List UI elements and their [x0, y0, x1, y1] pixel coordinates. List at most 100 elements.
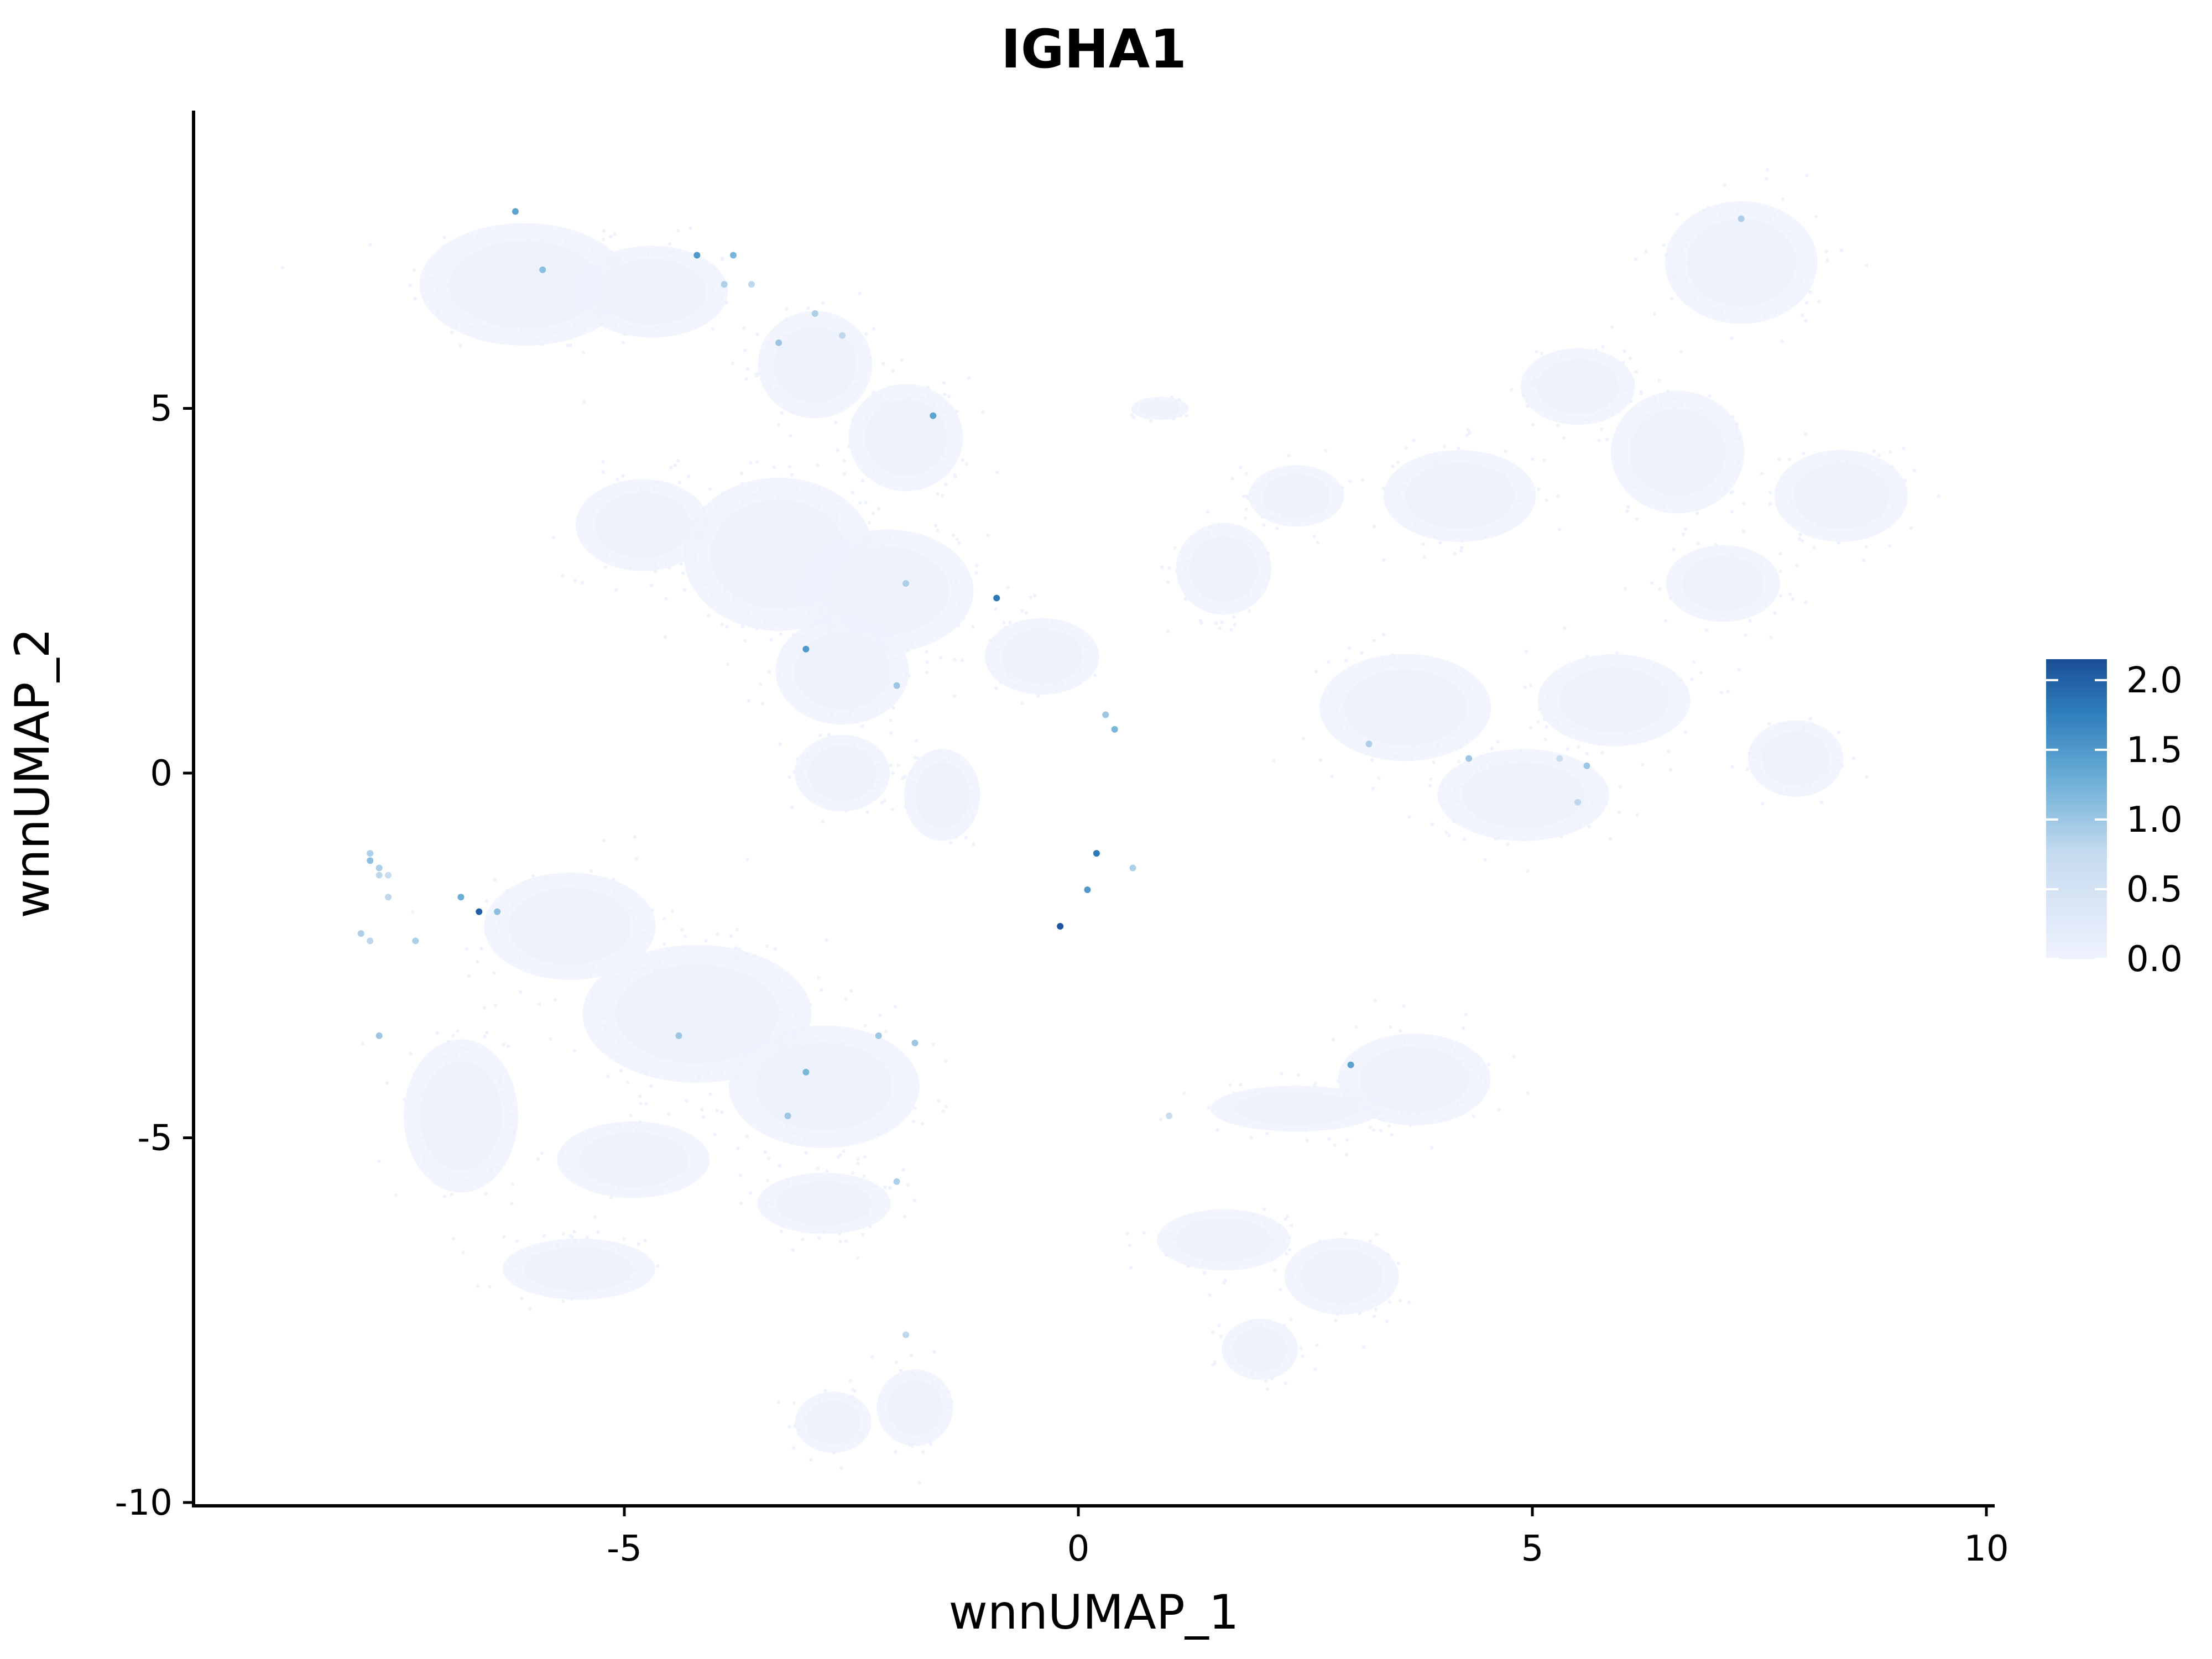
- expressing-cell-point: [1465, 755, 1473, 762]
- expressing-cell-point: [893, 682, 900, 689]
- colorbar-tick-label: 0.0: [2126, 939, 2183, 980]
- expressing-cell-point: [1347, 1061, 1354, 1068]
- expressing-cell-point: [1583, 762, 1590, 769]
- background-cluster: [1207, 448, 1386, 545]
- background-cluster: [1360, 428, 1562, 562]
- expressing-cell-point: [375, 872, 383, 879]
- expressing-cell-point: [1057, 922, 1064, 930]
- background-cluster: [1159, 1072, 1412, 1157]
- expressing-cell-point: [1738, 215, 1745, 222]
- x-axis-label: wnnUMAP_1: [949, 1585, 1239, 1640]
- background-cluster: [1130, 395, 1189, 423]
- expressing-cell-point: [1084, 886, 1091, 894]
- colorbar-legend: 0.0 0.5 1.0 1.5 2.0: [2046, 659, 2183, 980]
- expressing-cell-point: [1111, 726, 1118, 733]
- background-cluster: [1125, 1207, 1325, 1297]
- background-cluster: [1160, 510, 1279, 633]
- background-cluster: [836, 358, 999, 528]
- background-cluster: [1272, 633, 1543, 791]
- expressing-cell-point: [385, 894, 392, 901]
- background-cluster: [280, 223, 693, 348]
- expressing-cell-point: [748, 281, 755, 288]
- expressing-cell-point: [1556, 755, 1563, 762]
- background-cluster: [1407, 742, 1645, 873]
- y-axis-ticks: -10 -5 0 5: [114, 389, 194, 1524]
- background-cluster: [1610, 168, 1869, 344]
- background-cluster: [361, 990, 523, 1267]
- y-tick-label: -10: [114, 1483, 173, 1524]
- y-tick-label: 5: [150, 389, 173, 430]
- expressing-cell-point: [993, 594, 1000, 602]
- expressing-cell-point: [839, 332, 846, 339]
- expressing-cell-point: [367, 850, 374, 857]
- background-cluster: [1597, 349, 1764, 536]
- expressing-cell-point: [375, 864, 383, 872]
- background-cluster: [872, 739, 980, 846]
- background-cluster: [743, 564, 930, 753]
- y-tick-label: 0: [150, 753, 173, 794]
- y-tick-label: -5: [137, 1118, 173, 1159]
- background-cluster: [778, 733, 907, 823]
- expressing-cell-point: [367, 857, 374, 864]
- expressing-cell-point: [367, 937, 374, 945]
- expressing-cells: [357, 208, 1745, 1338]
- background-cluster: [1510, 345, 1661, 452]
- expressing-cell-point: [802, 645, 810, 653]
- colorbar-tick-label: 1.0: [2126, 800, 2183, 841]
- expressing-cell-point: [902, 1331, 910, 1338]
- background-cluster: [953, 609, 1099, 705]
- background-cluster: [848, 1350, 954, 1485]
- background-cluster: [776, 1388, 872, 1470]
- y-axis-label: wnnUMAP_2: [5, 628, 60, 919]
- background-cluster: [552, 459, 731, 592]
- expressing-cell-point: [911, 1040, 919, 1047]
- expressing-cell-point: [1093, 850, 1100, 857]
- expressing-cell-point: [412, 937, 419, 945]
- expressing-cell-point: [1166, 1112, 1173, 1119]
- expressing-cell-point: [721, 281, 728, 288]
- x-tick-label: -5: [607, 1528, 642, 1569]
- expressing-cell-point: [893, 1178, 900, 1185]
- background-cluster: [461, 1215, 660, 1311]
- expressing-cell-point: [1365, 740, 1373, 748]
- expressing-cell-point: [730, 252, 737, 259]
- colorbar-tick-label: 1.5: [2126, 730, 2183, 771]
- expressing-cell-point: [385, 872, 392, 879]
- background-cluster: [410, 835, 749, 1006]
- expressing-cell-point: [693, 252, 701, 259]
- expressing-cell-point: [675, 1032, 682, 1039]
- expressing-cell-point: [1574, 799, 1582, 806]
- background-cluster: [1262, 1232, 1411, 1349]
- background-cluster: [1730, 717, 1869, 806]
- expressing-cell-point: [357, 930, 364, 937]
- x-tick-label: 0: [1067, 1528, 1090, 1569]
- expressing-cell-point: [457, 894, 465, 901]
- background-cluster: [536, 1102, 742, 1199]
- expressing-cell-point: [1102, 711, 1109, 718]
- expressing-cell-point: [875, 1032, 882, 1039]
- colorbar-tick-label: 0.5: [2126, 869, 2183, 910]
- colorbar: [2046, 659, 2107, 959]
- expressing-cell-point: [539, 266, 546, 273]
- expressing-cell-point: [476, 908, 483, 915]
- expressing-cell-point: [1129, 864, 1136, 872]
- colorbar-ticks: 0.0 0.5 1.0 1.5 2.0: [2046, 660, 2183, 980]
- expressing-cell-point: [375, 1032, 383, 1039]
- background-cells: [280, 168, 1941, 1485]
- expressing-cell-point: [784, 1112, 791, 1119]
- background-cluster: [1768, 432, 1941, 567]
- expressing-cell-point: [512, 208, 519, 215]
- background-cluster: [1523, 626, 1741, 771]
- expressing-cell-point: [902, 580, 910, 587]
- expressing-cell-point: [494, 908, 501, 915]
- expressing-cell-point: [775, 339, 782, 346]
- expressing-cell-point: [802, 1068, 810, 1076]
- colorbar-tick-label: 2.0: [2126, 660, 2183, 701]
- expressing-cell-point: [811, 310, 818, 317]
- expressing-cell-point: [930, 412, 937, 419]
- x-axis-ticks: -5 0 5 10: [607, 1506, 2009, 1569]
- background-cluster: [739, 1155, 917, 1260]
- x-tick-label: 5: [1521, 1528, 1544, 1569]
- x-tick-label: 10: [1964, 1528, 2008, 1569]
